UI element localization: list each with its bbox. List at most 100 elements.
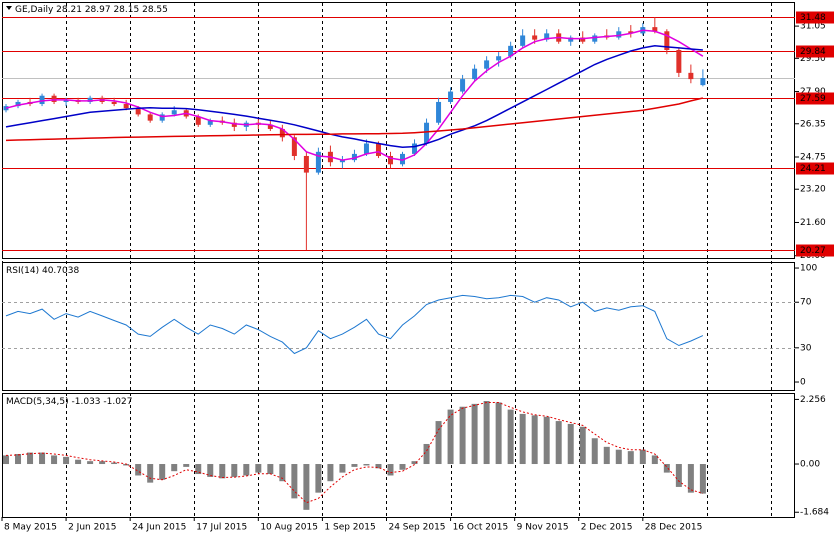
macd-bar bbox=[543, 416, 550, 465]
rsi-panel-frame bbox=[2, 262, 795, 391]
macd-bar bbox=[639, 449, 646, 465]
y-tick-label: 24.75 bbox=[800, 153, 826, 163]
macd-title: MACD(5,34,5) -1.033 -1.027 bbox=[6, 397, 132, 407]
macd-bar bbox=[435, 421, 442, 465]
macd-bar bbox=[135, 464, 142, 476]
x-tick-label: 9 Nov 2015 bbox=[517, 523, 569, 533]
candle-body bbox=[652, 27, 658, 32]
macd-bar bbox=[195, 464, 202, 475]
x-tick-label: 24 Sep 2015 bbox=[388, 523, 445, 533]
level-label: 29.84 bbox=[800, 47, 826, 57]
macd-bar bbox=[231, 464, 238, 477]
candle-body bbox=[700, 78, 706, 86]
x-tick-label: 28 Dec 2015 bbox=[645, 523, 703, 533]
y-tick-label: 30 bbox=[800, 343, 812, 353]
y-tick-label: -1.684 bbox=[800, 508, 829, 518]
y-tick-label: 70 bbox=[800, 298, 812, 308]
moving-average bbox=[5, 97, 704, 142]
macd-bar bbox=[339, 464, 346, 473]
candle-body bbox=[520, 35, 526, 46]
macd-bar bbox=[147, 464, 154, 483]
y-tick-label: 0 bbox=[800, 378, 806, 388]
candle-body bbox=[135, 108, 141, 115]
macd-bar bbox=[411, 461, 418, 465]
macd-last: -1.033 bbox=[72, 397, 101, 407]
candle-body bbox=[424, 122, 430, 144]
macd-panel-frame bbox=[2, 393, 795, 518]
menu-triangle bbox=[6, 6, 12, 10]
macd-bar bbox=[327, 464, 334, 482]
macd-bar bbox=[531, 415, 538, 465]
macd-bar bbox=[315, 464, 322, 493]
candle-body bbox=[147, 114, 153, 121]
macd-bar bbox=[3, 455, 10, 465]
y-tick-label: 100 bbox=[800, 264, 817, 274]
candle-body bbox=[580, 37, 586, 42]
candle-body bbox=[339, 160, 345, 163]
macd-bar bbox=[183, 464, 190, 467]
candle-body bbox=[267, 124, 273, 129]
candle-body bbox=[676, 50, 682, 73]
macd-bar bbox=[75, 459, 82, 465]
level-label-box bbox=[796, 244, 834, 257]
candle-body bbox=[400, 153, 406, 165]
macd-bar bbox=[207, 464, 214, 477]
candle-body bbox=[484, 60, 490, 69]
macd-bar bbox=[255, 464, 262, 473]
macd-bar bbox=[663, 464, 670, 473]
last-close: 28.55 bbox=[142, 5, 168, 15]
macd-bar bbox=[243, 464, 250, 476]
candle-body bbox=[460, 79, 466, 92]
rsi-last: 40.7038 bbox=[42, 266, 79, 276]
signal-last: -1.027 bbox=[103, 397, 132, 407]
candle-body bbox=[688, 72, 694, 80]
level-label-box bbox=[796, 162, 834, 175]
candle-body bbox=[111, 101, 117, 105]
macd-bar bbox=[555, 421, 562, 465]
price-panel-frame bbox=[2, 2, 795, 259]
rsi-title: RSI(14) 40.7038 bbox=[6, 266, 79, 276]
x-tick-label: 16 Oct 2015 bbox=[453, 523, 509, 533]
macd-bar bbox=[399, 464, 406, 470]
macd-bar bbox=[651, 455, 658, 465]
macd-bar bbox=[459, 406, 466, 465]
macd-bar bbox=[99, 461, 106, 465]
candle-body bbox=[351, 153, 357, 161]
candle-body bbox=[303, 155, 309, 173]
macd-bar bbox=[447, 409, 454, 465]
macd-bar bbox=[579, 426, 586, 465]
macd-bar bbox=[471, 403, 478, 465]
candle-body bbox=[291, 137, 297, 156]
macd-bar bbox=[87, 461, 94, 465]
candle-body bbox=[448, 91, 454, 102]
candle-body bbox=[315, 151, 321, 173]
candle-body bbox=[231, 122, 237, 127]
level-label: 31.48 bbox=[800, 13, 826, 23]
candle-body bbox=[375, 143, 381, 156]
candle-body bbox=[123, 104, 129, 109]
macd-bar bbox=[519, 413, 526, 465]
y-tick-label: 0.00 bbox=[800, 460, 820, 470]
x-tick-label: 10 Aug 2015 bbox=[260, 523, 318, 533]
rsi-line bbox=[5, 294, 704, 355]
x-tick-label: 8 May 2015 bbox=[4, 523, 57, 533]
macd-bar bbox=[51, 455, 58, 465]
macd-bar bbox=[483, 401, 490, 465]
candle-body bbox=[472, 68, 478, 80]
candle-body bbox=[195, 116, 201, 125]
candle-body bbox=[39, 95, 45, 105]
macd-bar bbox=[495, 402, 502, 465]
moving-average bbox=[5, 45, 703, 148]
level-label-box bbox=[796, 92, 834, 105]
candle-body bbox=[51, 95, 57, 102]
x-tick-label: 1 Sep 2015 bbox=[324, 523, 375, 533]
y-tick-label: 26.35 bbox=[800, 119, 826, 129]
macd-bar bbox=[699, 464, 706, 494]
candle-body bbox=[15, 101, 21, 107]
macd-bar bbox=[615, 449, 622, 465]
candle-body bbox=[159, 114, 165, 121]
macd-bar bbox=[603, 446, 610, 465]
candle-body bbox=[387, 155, 393, 165]
